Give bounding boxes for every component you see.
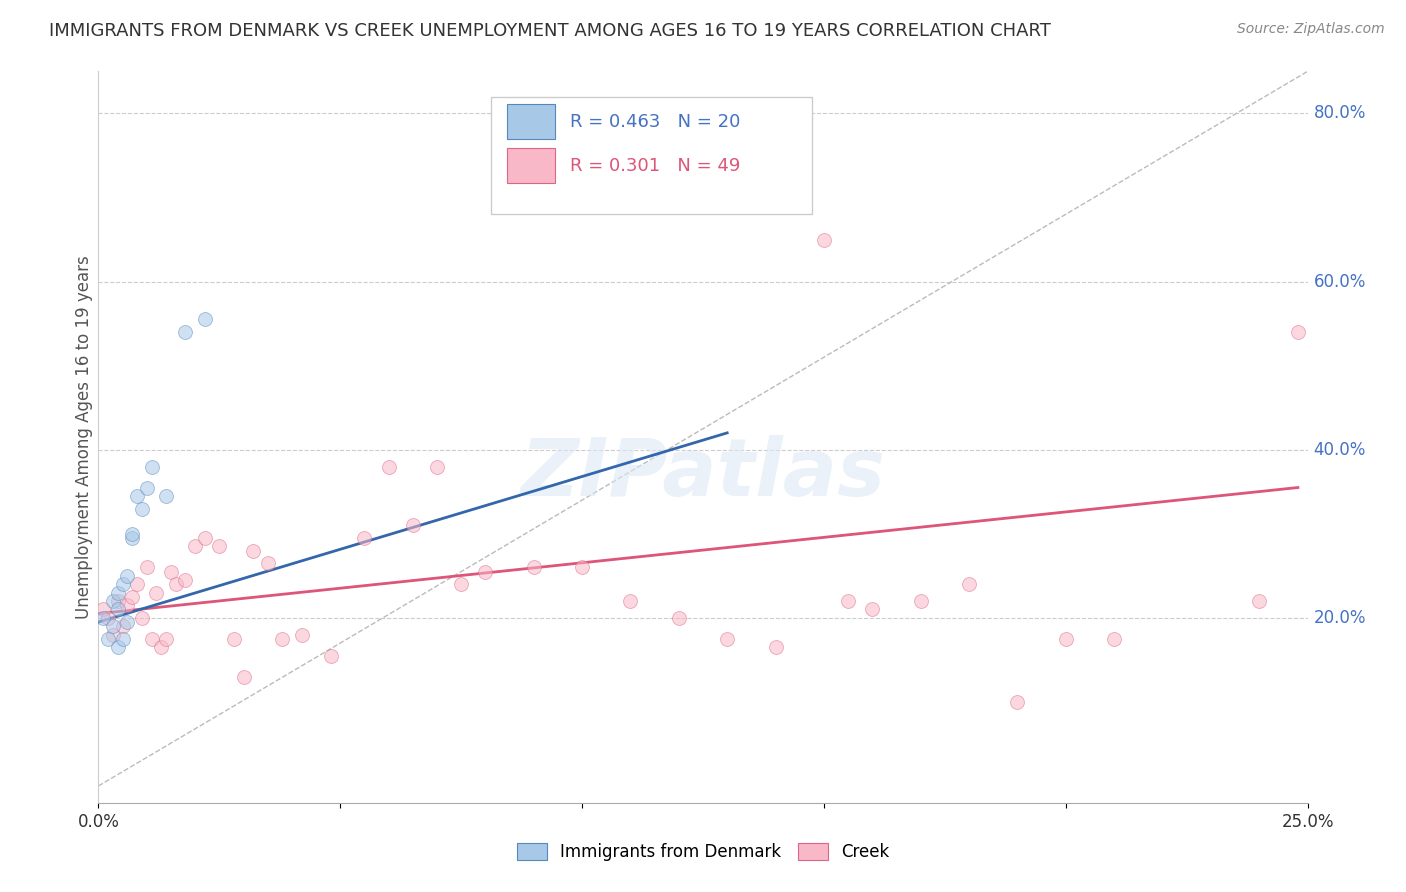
Point: [91, 611, 114, 625]
Point: [426, 459, 449, 474]
Point: [957, 577, 980, 591]
Point: [91, 602, 114, 616]
Point: [160, 565, 183, 579]
Point: [121, 590, 143, 604]
Text: R = 0.463   N = 20: R = 0.463 N = 20: [569, 112, 741, 131]
Point: [1249, 594, 1271, 608]
Point: [127, 577, 149, 591]
Point: [141, 632, 163, 646]
Point: [145, 585, 167, 599]
Point: [474, 565, 496, 579]
Point: [111, 619, 134, 633]
Point: [111, 577, 134, 591]
Bar: [508, 148, 555, 183]
Point: [117, 569, 139, 583]
Point: [135, 481, 157, 495]
Point: [910, 594, 932, 608]
Text: IMMIGRANTS FROM DENMARK VS CREEK UNEMPLOYMENT AMONG AGES 16 TO 19 YEARS CORRELAT: IMMIGRANTS FROM DENMARK VS CREEK UNEMPLO…: [49, 22, 1052, 40]
Point: [101, 619, 124, 633]
Bar: [508, 104, 555, 139]
Point: [101, 594, 124, 608]
Point: [107, 594, 129, 608]
Point: [150, 640, 173, 655]
Y-axis label: Unemployment Among Ages 16 to 19 years: Unemployment Among Ages 16 to 19 years: [75, 255, 93, 619]
Point: [860, 602, 883, 616]
Point: [131, 501, 153, 516]
Point: [571, 560, 593, 574]
Text: 40.0%: 40.0%: [1313, 441, 1367, 458]
Point: [1007, 695, 1029, 709]
Point: [111, 632, 134, 646]
Point: [716, 632, 738, 646]
Text: 20.0%: 20.0%: [1313, 609, 1367, 627]
Point: [121, 526, 143, 541]
Point: [155, 489, 177, 503]
Point: [271, 632, 294, 646]
Point: [174, 325, 197, 339]
Point: [165, 577, 187, 591]
Point: [402, 518, 425, 533]
FancyBboxPatch shape: [492, 97, 811, 214]
Point: [131, 611, 153, 625]
Text: R = 0.301   N = 49: R = 0.301 N = 49: [569, 157, 741, 175]
Point: [813, 233, 835, 247]
Point: [155, 632, 177, 646]
Point: [194, 312, 217, 326]
Point: [619, 594, 641, 608]
Point: [222, 632, 245, 646]
Point: [765, 640, 787, 655]
Point: [107, 640, 129, 655]
Point: [523, 560, 546, 574]
Point: [256, 556, 278, 570]
Point: [377, 459, 399, 474]
Legend: Immigrants from Denmark, Creek: Immigrants from Denmark, Creek: [510, 836, 896, 868]
Point: [450, 577, 472, 591]
Point: [837, 594, 859, 608]
Text: 80.0%: 80.0%: [1313, 104, 1367, 122]
Point: [97, 611, 120, 625]
Point: [1286, 325, 1309, 339]
Text: Source: ZipAtlas.com: Source: ZipAtlas.com: [1237, 22, 1385, 37]
Text: 60.0%: 60.0%: [1313, 273, 1367, 291]
Point: [135, 560, 157, 574]
Point: [290, 627, 312, 641]
Point: [208, 540, 231, 554]
Point: [184, 540, 207, 554]
Point: [194, 531, 217, 545]
Point: [668, 611, 690, 625]
Point: [1102, 632, 1125, 646]
Point: [232, 670, 254, 684]
Point: [319, 648, 342, 663]
Point: [174, 573, 197, 587]
Point: [127, 489, 149, 503]
Point: [117, 615, 139, 629]
Point: [1054, 632, 1077, 646]
Point: [353, 531, 375, 545]
Point: [117, 599, 139, 613]
Point: [242, 543, 264, 558]
Point: [97, 632, 120, 646]
Point: [107, 585, 129, 599]
Point: [121, 531, 143, 545]
Point: [107, 602, 129, 616]
Text: ZIPatlas: ZIPatlas: [520, 434, 886, 513]
Point: [141, 459, 163, 474]
Point: [101, 627, 124, 641]
